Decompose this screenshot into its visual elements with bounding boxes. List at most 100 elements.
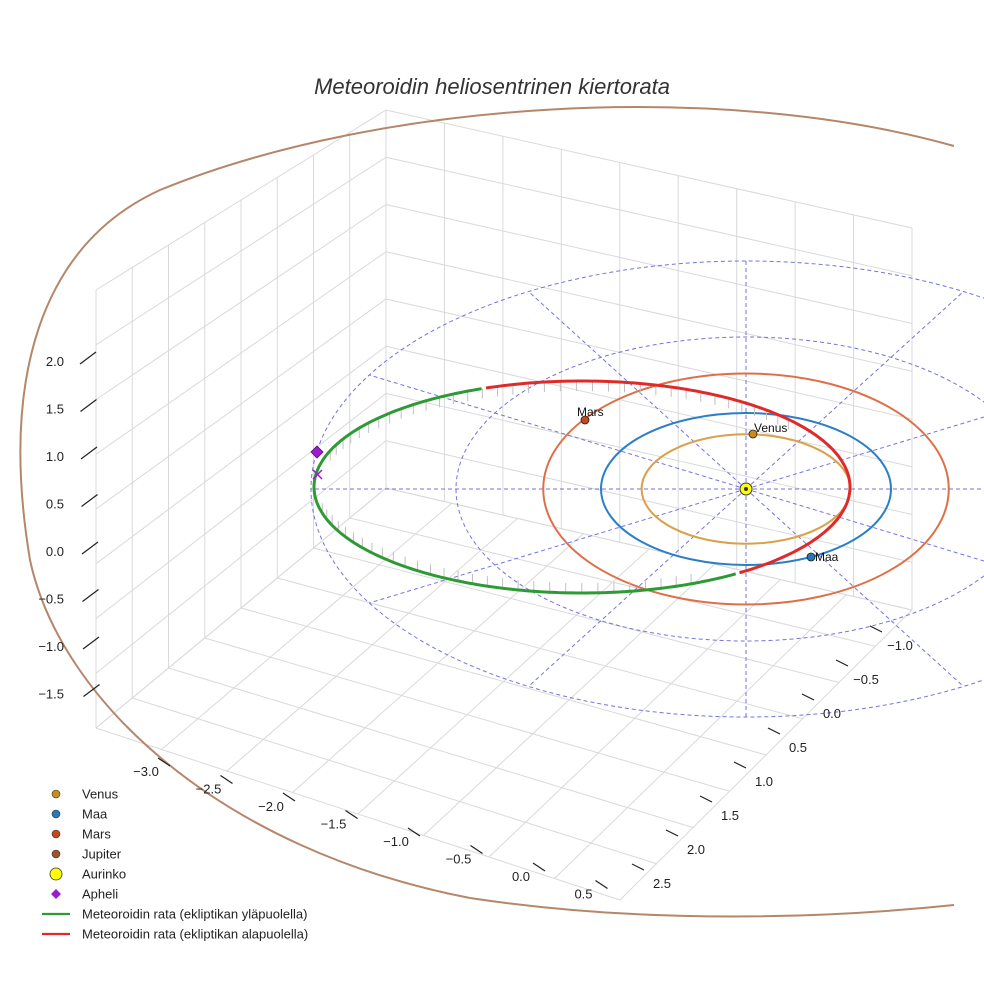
- floor-line-b: [240, 607, 767, 756]
- legend-label: Aurinko: [82, 867, 126, 882]
- legend-label: Apheli: [82, 887, 118, 902]
- x-tick-mark: [157, 757, 171, 767]
- aphelion-marker: [310, 445, 324, 459]
- left-wall-hline: [95, 345, 387, 565]
- floor-line-b: [349, 517, 876, 647]
- floor-line-b: [95, 727, 621, 901]
- earth-orbit: [600, 412, 892, 566]
- back-wall-hline: [385, 440, 913, 563]
- x-tick-mark: [595, 880, 608, 889]
- left-wall-hline: [95, 393, 387, 619]
- earth-marker: [806, 552, 816, 562]
- z-tick-mark: [82, 589, 99, 602]
- legend-entry: Meteoroidin rata (ekliptikan alapuolella…: [42, 927, 308, 942]
- reference-spoke: [745, 416, 984, 490]
- back-wall-hline: [385, 298, 913, 420]
- legend-label: Mars: [82, 827, 111, 842]
- floor-line-b: [385, 487, 913, 611]
- legend-label: Meteoroidin rata (ekliptikan alapuolella…: [82, 927, 308, 942]
- z-tick-mark: [80, 446, 98, 460]
- x-tick-label: 0.5: [574, 887, 592, 902]
- floor-line-b: [168, 667, 694, 828]
- legend-dot-icon: [51, 809, 61, 819]
- reference-ring: [455, 336, 984, 642]
- floor-line-b: [277, 577, 803, 720]
- reference-spoke: [369, 374, 747, 490]
- sun-core-marker: [744, 487, 748, 491]
- legend-label: Venus: [82, 787, 119, 802]
- y-tick-label: −1.0: [887, 638, 913, 653]
- aphelion-projection-marker: [312, 469, 323, 480]
- z-tick-label: −0.5: [38, 592, 64, 607]
- venus-label: Venus: [754, 421, 787, 435]
- legend-entry: Venus: [51, 787, 119, 802]
- legend-dot-icon: [51, 829, 61, 839]
- y-tick-mark: [631, 863, 645, 871]
- left-wall-hline: [95, 440, 387, 674]
- y-tick-label: 0.5: [789, 740, 807, 755]
- z-tick-mark: [81, 541, 99, 555]
- floor-line-b: [204, 637, 730, 792]
- y-tick-mark: [869, 625, 883, 633]
- left-wall-hline: [95, 251, 387, 455]
- x-tick-mark: [407, 827, 421, 837]
- reference-spoke: [369, 488, 747, 604]
- back-wall-hline: [385, 251, 913, 372]
- y-tick-mark: [767, 727, 781, 735]
- z-tick-label: −1.0: [38, 639, 64, 654]
- meteoroid-orbit-above: [312, 387, 737, 595]
- y-tick-label: 1.5: [721, 808, 739, 823]
- back-wall-hline: [385, 345, 913, 468]
- z-tick-label: 2.0: [46, 354, 64, 369]
- y-tick-label: 2.5: [653, 876, 671, 891]
- back-wall-hline: [385, 156, 913, 277]
- legend-entry: Mars: [51, 827, 111, 842]
- y-tick-mark: [835, 659, 849, 667]
- back-wall-hline: [385, 109, 913, 229]
- back-wall-hline: [385, 393, 913, 515]
- venus-marker: [748, 429, 758, 439]
- z-tick-label: 1.0: [46, 449, 64, 464]
- meteoroid-orbit: [312, 379, 852, 595]
- floor-line-b: [132, 697, 657, 865]
- mars-marker: [580, 415, 590, 425]
- legend-label: Jupiter: [82, 847, 122, 862]
- legend-entry: Apheli: [51, 887, 118, 902]
- left-wall-hline: [95, 156, 387, 346]
- bodies: Venus Maa Mars: [310, 405, 839, 564]
- legend-entry: Meteoroidin rata (ekliptikan yläpuolella…: [42, 907, 307, 922]
- legend-dot-icon: [51, 849, 61, 859]
- x-tick-label: −0.5: [446, 852, 472, 867]
- axis-ticks: 2.0 1.5 1.0 0.5 0.0 −0.5 −1.0 −1.5 −3.0 −2.5 −2.0 −…: [38, 351, 913, 902]
- z-tick-mark: [83, 684, 100, 697]
- y-tick-mark: [699, 795, 713, 803]
- back-wall-hline: [385, 204, 913, 324]
- z-tick-label: 0.5: [46, 497, 64, 512]
- axis-panes: [95, 109, 913, 901]
- z-tick-mark: [81, 494, 98, 507]
- legend: Venus Maa Mars Jupiter Aurinko Apheli Meteoroi…: [42, 787, 308, 942]
- y-tick-mark: [801, 693, 815, 701]
- jupiter-orbit: [19, 106, 955, 918]
- meteoroid-orbit-below: [485, 379, 852, 575]
- z-tick-label: 1.5: [46, 402, 64, 417]
- z-tick-label: 0.0: [46, 544, 64, 559]
- legend-label: Meteoroidin rata (ekliptikan yläpuolella…: [82, 907, 307, 922]
- legend-entry: Aurinko: [49, 867, 126, 882]
- y-tick-label: 0.0: [823, 706, 841, 721]
- x-tick-mark: [470, 845, 483, 854]
- z-tick-mark: [79, 351, 97, 365]
- y-tick-label: 2.0: [687, 842, 705, 857]
- legend-label: Maa: [82, 807, 108, 822]
- x-tick-mark: [532, 862, 546, 872]
- x-tick-label: 0.0: [512, 869, 530, 884]
- chart-title: Meteoroidin heliosentrinen kiertorata: [314, 74, 670, 99]
- z-tick-mark: [82, 636, 100, 650]
- z-tick-label: −1.5: [38, 687, 64, 702]
- legend-sun-icon: [49, 867, 63, 881]
- y-tick-label: 1.0: [755, 774, 773, 789]
- earth-label: Maa: [815, 550, 839, 564]
- mars-orbit: [542, 372, 950, 606]
- legend-entry: Maa: [51, 807, 108, 822]
